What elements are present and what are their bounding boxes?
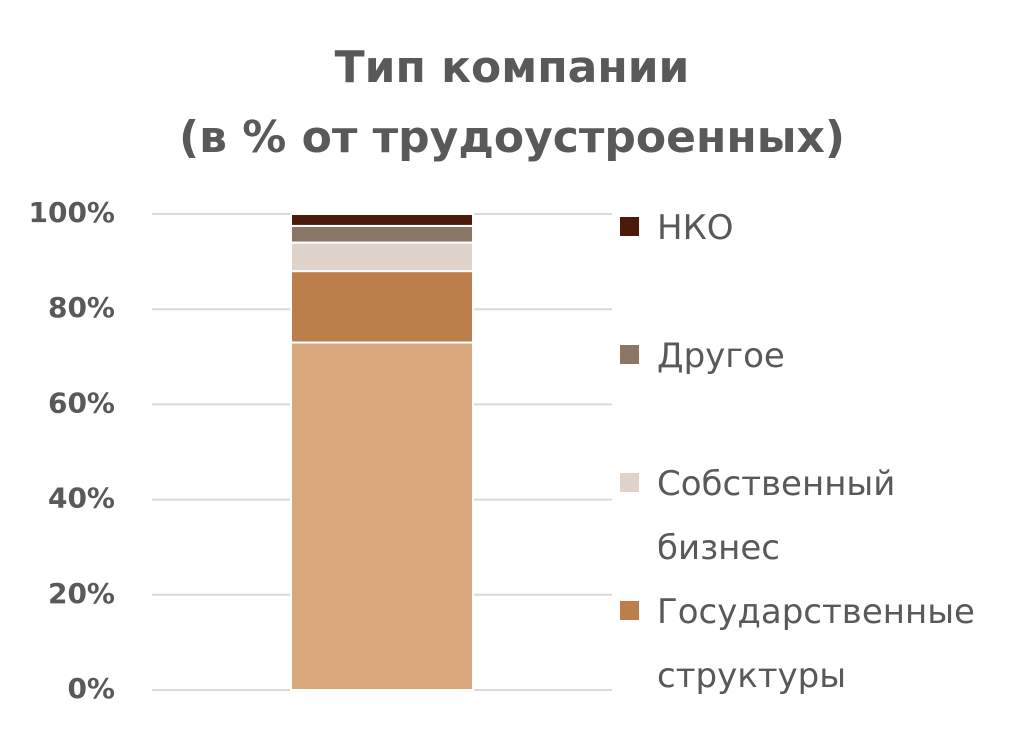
chart-title: (в % от трудоустроенных) [179,112,845,163]
legend-swatch [620,601,639,620]
bar-segment [290,224,474,244]
y-tick-label: 100% [28,196,115,229]
legend-label: Государственные структуры [657,592,975,696]
bar-segment [290,270,474,344]
y-tick-label: 0% [67,672,115,705]
legend-label: Собственный бизнес [657,464,896,568]
legend-swatch [620,473,639,492]
legend-swatch [620,345,639,364]
y-tick-label: 80% [48,291,115,324]
legend-swatch [620,217,639,236]
legend-label: НКО [657,208,734,248]
chart-title: Тип компании [335,42,690,93]
bar-segment [290,341,474,691]
y-tick-label: 40% [48,482,115,515]
y-tick-label: 20% [48,577,115,610]
legend-label: Другое [657,336,785,376]
bar-segment [290,213,474,227]
bar-segment [290,241,474,273]
y-tick-label: 60% [48,386,115,419]
